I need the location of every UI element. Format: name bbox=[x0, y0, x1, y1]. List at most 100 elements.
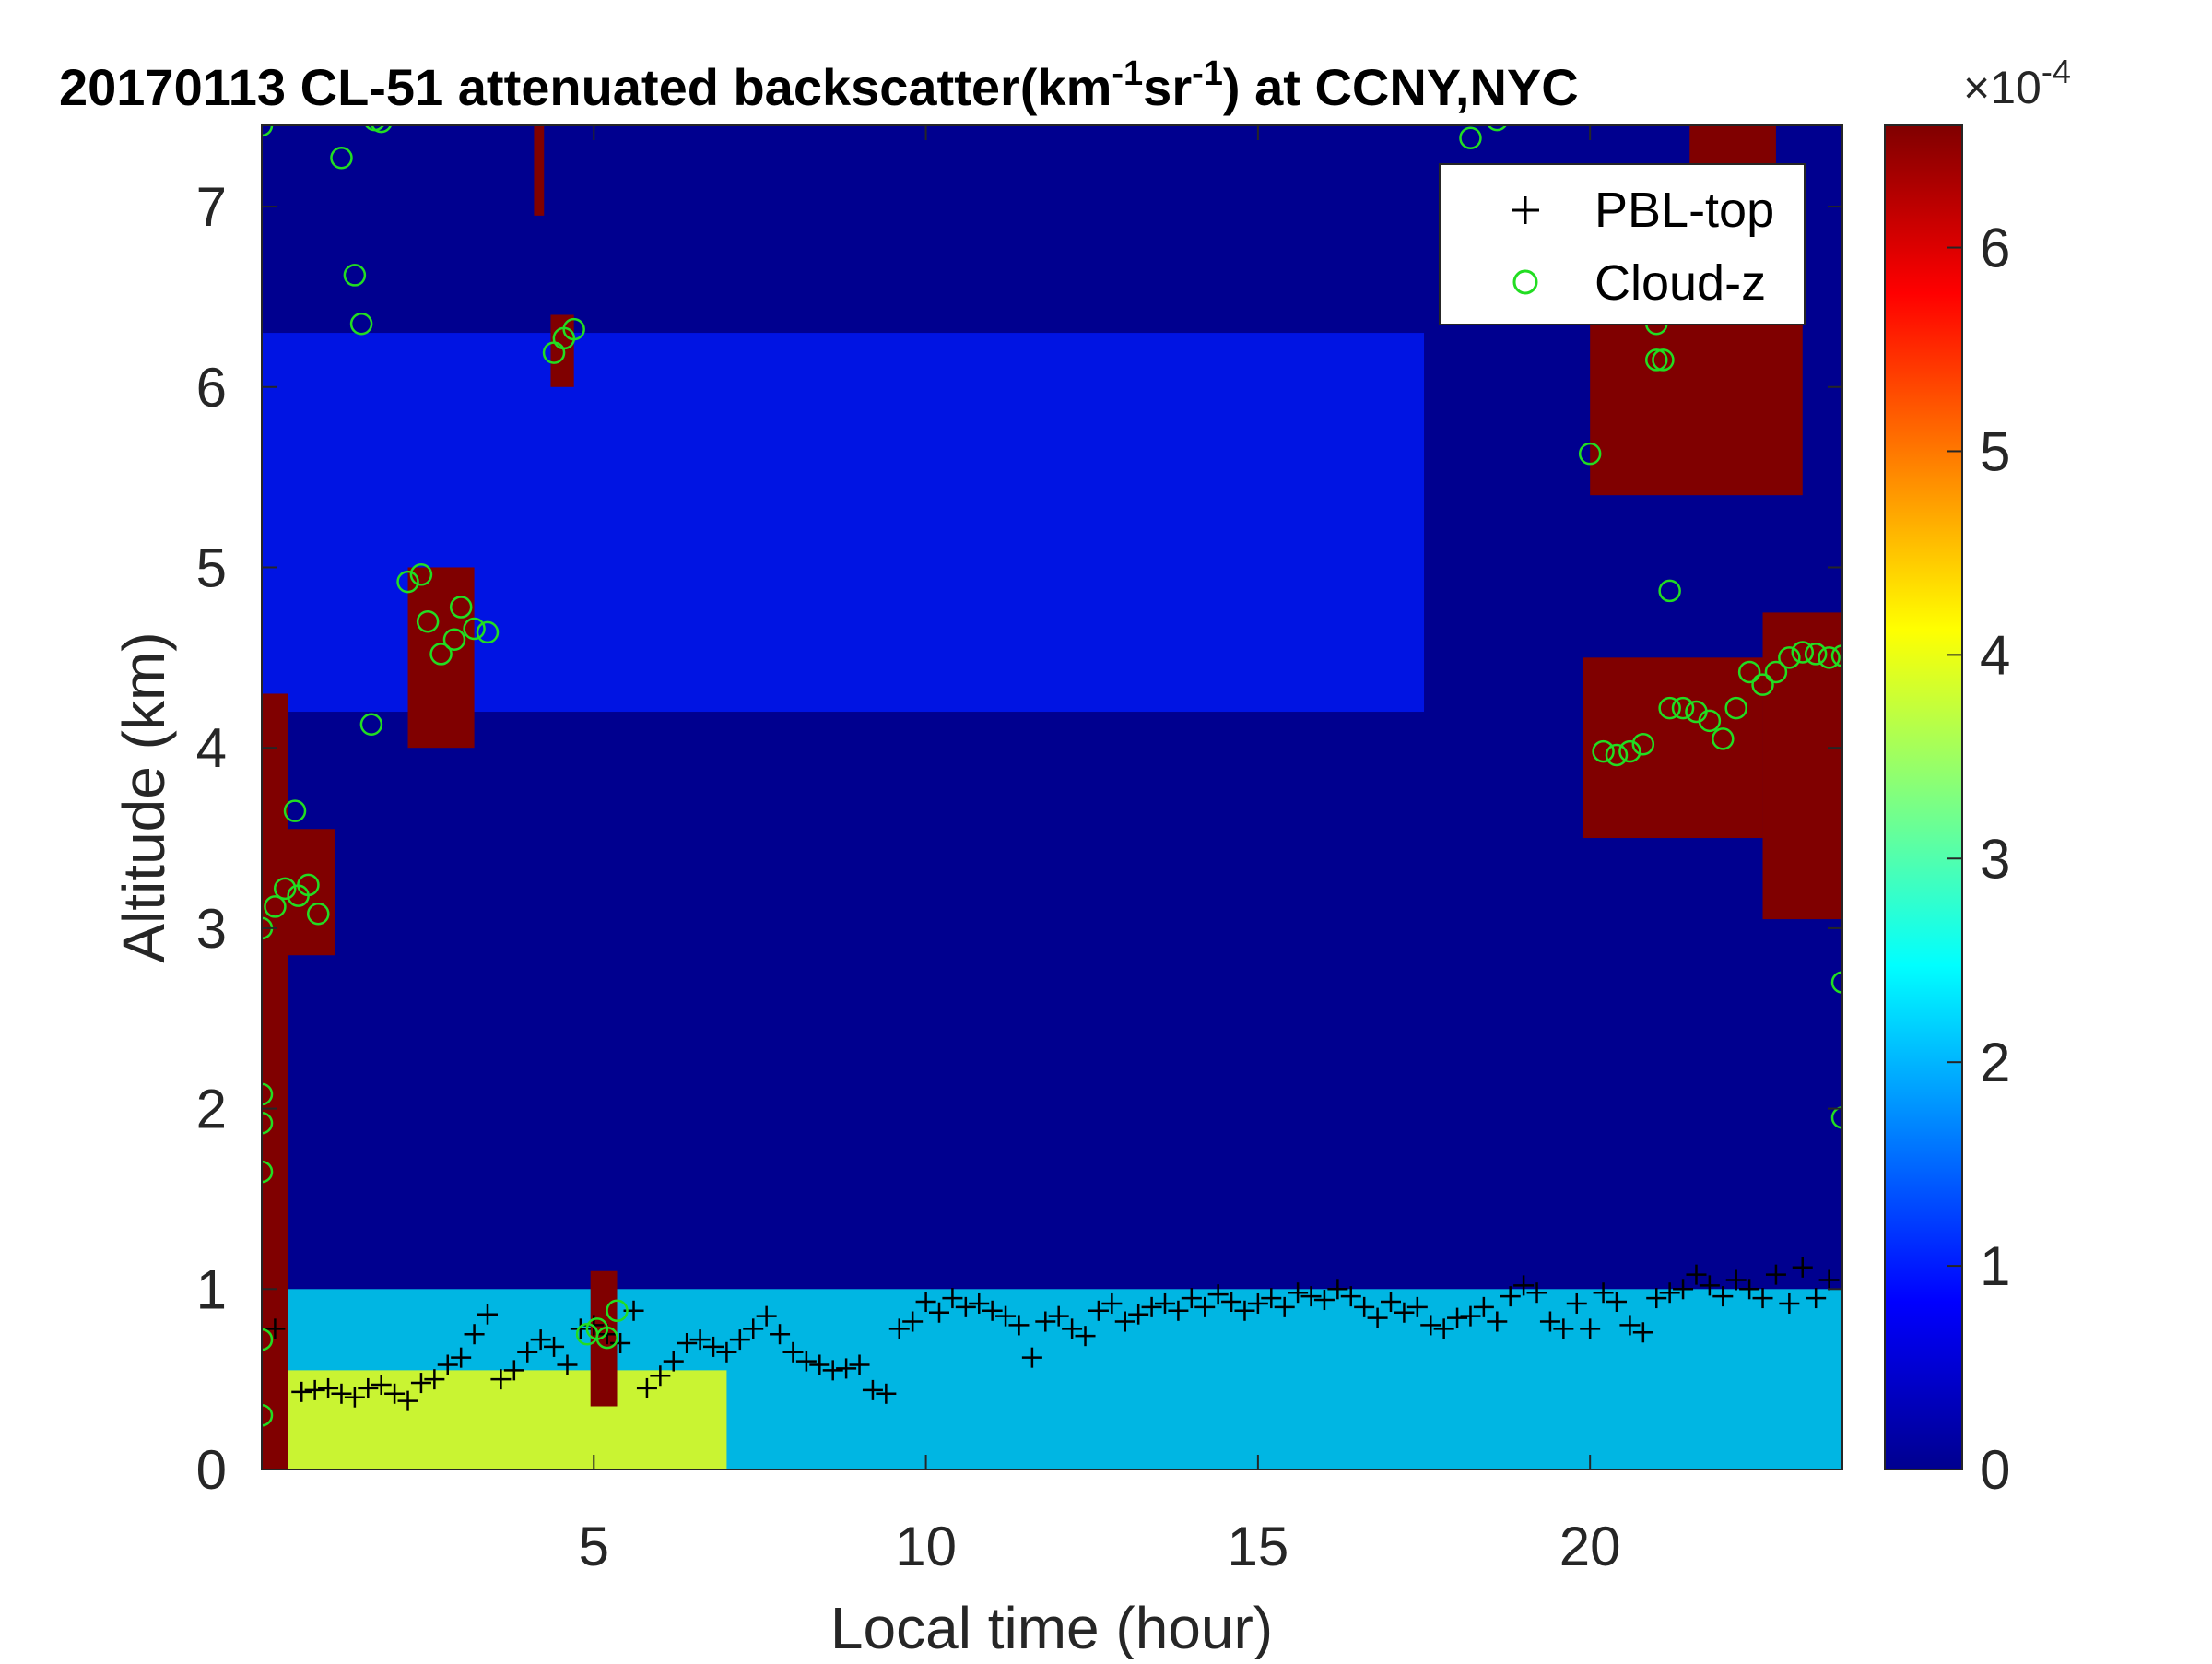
cloud-z-point bbox=[476, 620, 500, 644]
pbl-top-point bbox=[1752, 1288, 1773, 1309]
cloud-z-point bbox=[1818, 646, 1841, 669]
pbl-top-point bbox=[770, 1324, 791, 1345]
pbl-top-point bbox=[530, 1329, 551, 1351]
cloud-z-point bbox=[1764, 660, 1788, 684]
y-tick-label: 7 bbox=[196, 176, 227, 238]
cloud-z-point bbox=[416, 609, 440, 633]
pbl-top-point bbox=[410, 1373, 431, 1394]
legend-pbl-label: PBL-top bbox=[1594, 183, 1774, 238]
pbl-top-point bbox=[384, 1383, 406, 1404]
title-exponent-1: -1 bbox=[1112, 54, 1143, 93]
pbl-top-point bbox=[424, 1369, 445, 1390]
pbl-top-point bbox=[1406, 1296, 1428, 1317]
heatmap-field bbox=[262, 1370, 727, 1469]
y-tick-label: 2 bbox=[196, 1079, 227, 1140]
pbl-top-point bbox=[982, 1300, 1003, 1321]
pbl-top-point bbox=[1088, 1300, 1109, 1321]
colorbar-tick-label: 5 bbox=[1980, 420, 2010, 482]
pbl-top-point bbox=[1114, 1311, 1135, 1332]
cloud-z-point bbox=[371, 125, 393, 134]
legend: PBL-top Cloud-z bbox=[1439, 163, 1806, 325]
pbl-top-point bbox=[1460, 1305, 1481, 1327]
colorbar-tick-label: 4 bbox=[1980, 624, 2010, 686]
cloud-z-point bbox=[1592, 739, 1615, 763]
cloud-block bbox=[1762, 612, 1842, 920]
pbl-top-point bbox=[1394, 1302, 1415, 1323]
cloud-z-point bbox=[359, 713, 383, 736]
pbl-top-point bbox=[1593, 1282, 1614, 1304]
pbl-top-point bbox=[304, 1379, 325, 1400]
pbl-top-point bbox=[1818, 1269, 1840, 1291]
cloud-z-point bbox=[262, 1404, 274, 1427]
pbl-top-point bbox=[1261, 1288, 1282, 1309]
pbl-top-point bbox=[1699, 1275, 1720, 1296]
cloud-z-point bbox=[262, 1160, 274, 1184]
pbl-top-point bbox=[437, 1354, 458, 1375]
pbl-top-point bbox=[1207, 1284, 1229, 1305]
title-end: ) at CCNY,NYC bbox=[1223, 58, 1579, 116]
cloud-z-point bbox=[463, 617, 486, 641]
plot-area bbox=[262, 125, 1842, 1469]
cloud-z-point bbox=[429, 643, 453, 666]
y-tick-label: 3 bbox=[196, 898, 227, 960]
pbl-top-point bbox=[1632, 1322, 1653, 1343]
pbl-top-point bbox=[1048, 1305, 1069, 1327]
pbl-top-point bbox=[888, 1318, 910, 1339]
cloud-z-point bbox=[562, 317, 585, 341]
pbl-top-markers bbox=[265, 1257, 1840, 1411]
heatmap-fields bbox=[262, 333, 1842, 1469]
pbl-top-point bbox=[1288, 1282, 1309, 1304]
cloud-z-point bbox=[262, 1112, 274, 1135]
pbl-top-point bbox=[331, 1383, 352, 1404]
pbl-top-point bbox=[291, 1381, 312, 1402]
colorbar-multiplier-base: ×10 bbox=[1963, 62, 2041, 113]
cloud-z-point bbox=[409, 563, 433, 586]
legend-cloud-marker bbox=[1512, 269, 1538, 295]
pbl-top-point bbox=[1340, 1286, 1361, 1307]
cloud-z-point bbox=[396, 570, 419, 594]
pbl-top-point bbox=[1062, 1318, 1083, 1339]
pbl-top-point bbox=[544, 1336, 565, 1357]
cloud-z-point bbox=[595, 1326, 618, 1350]
cloud-z-point bbox=[297, 873, 320, 897]
legend-cloud-label: Cloud-z bbox=[1594, 255, 1766, 311]
pbl-top-point bbox=[1141, 1296, 1162, 1317]
cloud-z-point bbox=[1652, 348, 1675, 372]
cloud-z-point bbox=[1658, 696, 1681, 720]
x-tick-label: 15 bbox=[1228, 1516, 1289, 1577]
pbl-top-point bbox=[1221, 1291, 1242, 1312]
colorbar-ticks: 0 1 2 3 4 5 6 bbox=[1947, 218, 2010, 1501]
colorbar-gradient bbox=[1884, 124, 1963, 1470]
cloud-z-point bbox=[1830, 971, 1842, 994]
cloud-z-point bbox=[1644, 348, 1668, 372]
pbl-top-point bbox=[371, 1375, 392, 1396]
cloud-z-point bbox=[1778, 646, 1801, 669]
pbl-top-point bbox=[1646, 1288, 1667, 1309]
pbl-top-point bbox=[822, 1360, 843, 1381]
pbl-top-point bbox=[1367, 1307, 1388, 1328]
pbl-top-point bbox=[1247, 1292, 1268, 1314]
pbl-top-point bbox=[557, 1354, 578, 1375]
pbl-top-point bbox=[1606, 1291, 1627, 1312]
pbl-top-point bbox=[969, 1292, 990, 1314]
title-sr: sr bbox=[1143, 58, 1192, 116]
pbl-top-point bbox=[1659, 1282, 1680, 1304]
pbl-top-point bbox=[397, 1390, 418, 1411]
chart-title: 20170113 CL-51 attenuated backscatter(km… bbox=[59, 54, 1579, 116]
cloud-z-point bbox=[1578, 442, 1602, 466]
pbl-top-point bbox=[1539, 1311, 1560, 1332]
pbl-top-point bbox=[1274, 1296, 1295, 1317]
colorbar-tick-label: 2 bbox=[1980, 1032, 2010, 1093]
pbl-top-point bbox=[490, 1369, 512, 1390]
pbl-top-point bbox=[477, 1304, 498, 1325]
x-tick-label: 5 bbox=[579, 1516, 609, 1577]
cloud-z-point bbox=[264, 895, 287, 918]
pbl-top-point bbox=[663, 1351, 684, 1372]
pbl-top-point bbox=[743, 1318, 764, 1339]
cloud-z-point bbox=[307, 902, 330, 926]
cloud-z-point bbox=[330, 146, 353, 170]
pbl-top-point bbox=[849, 1354, 870, 1375]
pbl-top-point bbox=[689, 1329, 711, 1351]
pbl-top-point bbox=[1168, 1300, 1189, 1321]
title-exponent-2: -1 bbox=[1192, 54, 1223, 93]
